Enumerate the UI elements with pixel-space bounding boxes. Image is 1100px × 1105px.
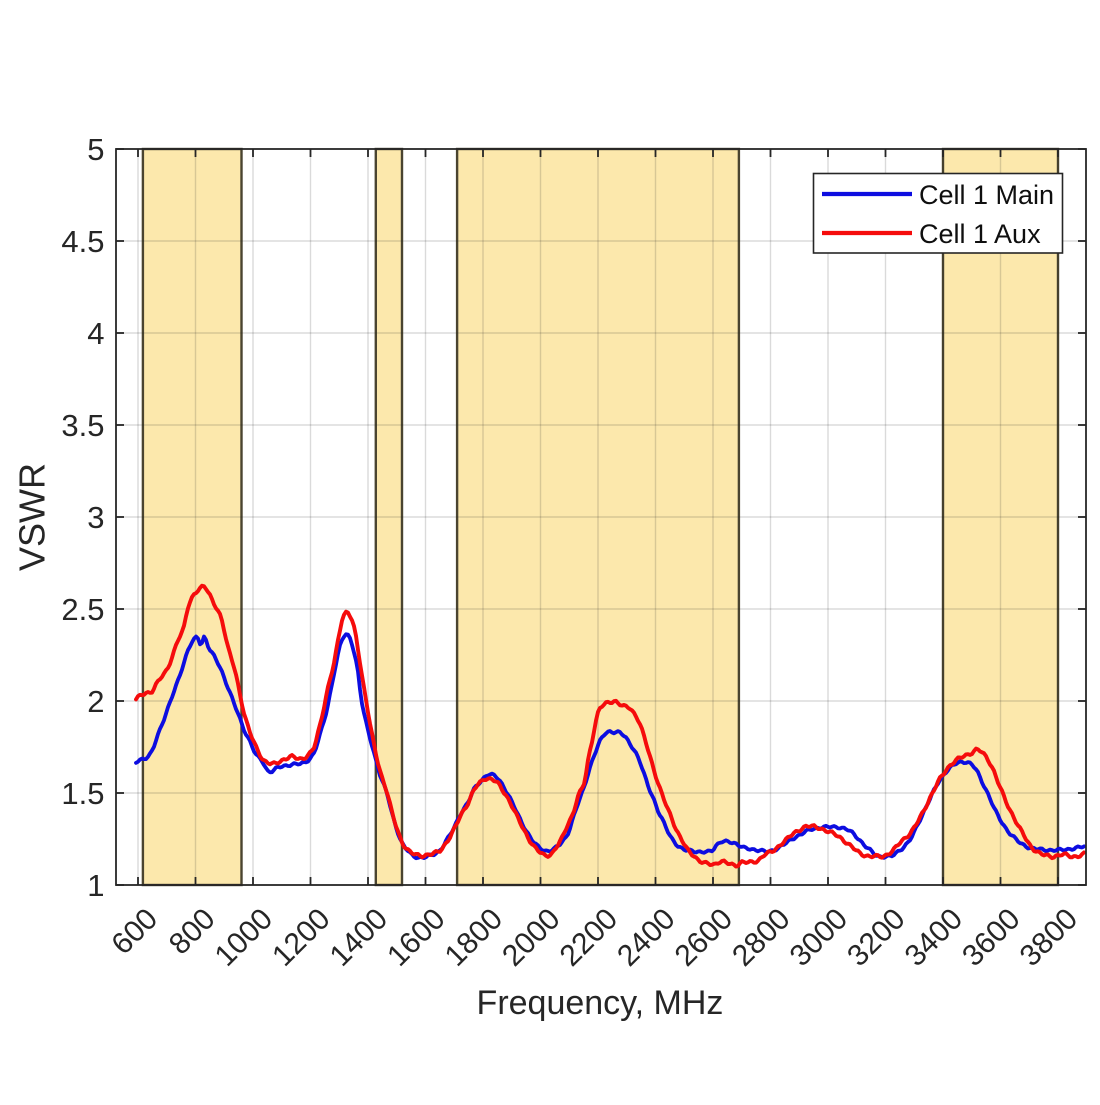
svg-text:1.5: 1.5 [61, 776, 104, 811]
svg-text:VSWR: VSWR [12, 463, 53, 571]
svg-text:1: 1 [87, 868, 104, 903]
svg-text:3.5: 3.5 [61, 408, 104, 443]
svg-text:2: 2 [87, 684, 104, 719]
svg-text:5: 5 [87, 132, 104, 167]
svg-text:2.5: 2.5 [61, 592, 104, 627]
svg-text:Cell 1 Main: Cell 1 Main [919, 180, 1054, 210]
svg-text:Cell 1 Aux: Cell 1 Aux [919, 219, 1041, 249]
svg-text:Frequency, MHz: Frequency, MHz [477, 984, 724, 1022]
svg-text:4: 4 [87, 316, 104, 351]
svg-text:4.5: 4.5 [61, 224, 104, 259]
svg-text:3: 3 [87, 500, 104, 535]
